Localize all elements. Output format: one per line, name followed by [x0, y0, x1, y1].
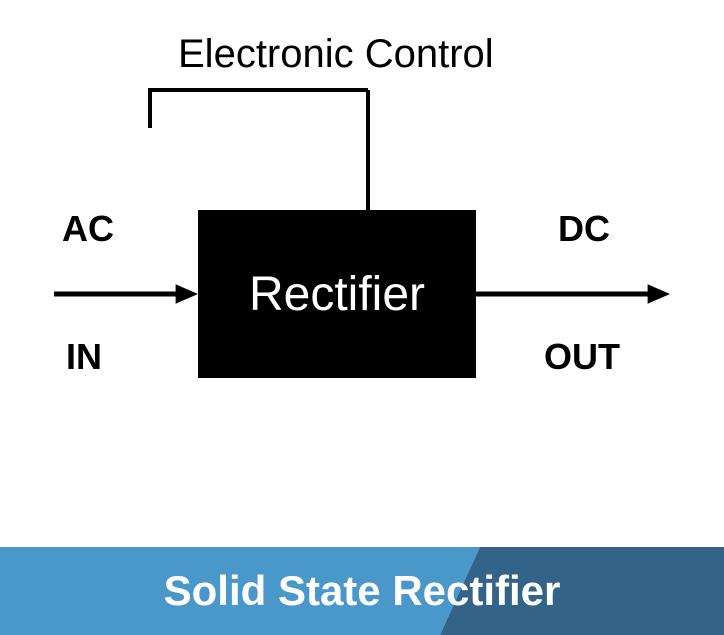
- title-banner: Solid State Rectifier: [0, 547, 724, 635]
- output-arrow: [0, 0, 724, 520]
- banner-title: Solid State Rectifier: [0, 567, 724, 615]
- diagram-area: Electronic Control Rectifier AC IN DC OU…: [0, 0, 724, 520]
